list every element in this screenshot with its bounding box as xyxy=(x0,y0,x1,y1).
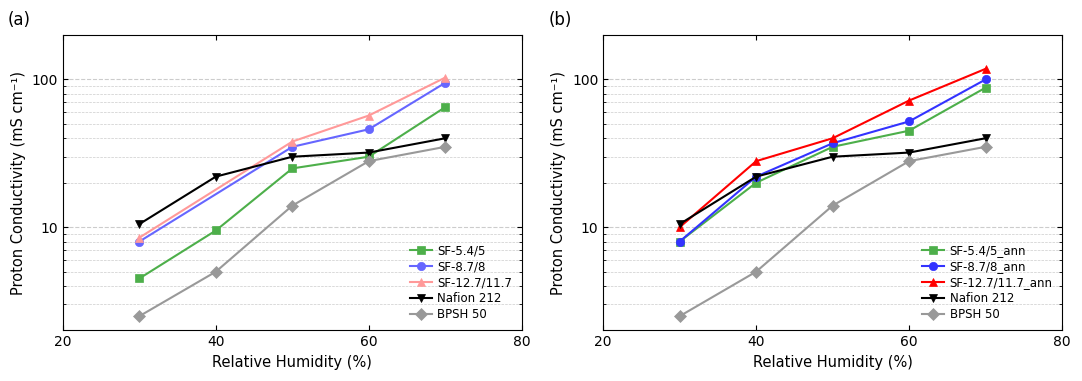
Nafion 212 xyxy=(286,154,299,159)
BPSH 50 xyxy=(979,144,992,149)
Line: Nafion 212: Nafion 212 xyxy=(135,134,449,228)
Line: SF-5.4/5: SF-5.4/5 xyxy=(135,103,449,283)
SF-5.4/5_ann xyxy=(750,181,763,185)
Line: BPSH 50: BPSH 50 xyxy=(135,142,449,320)
Legend: SF-5.4/5, SF-8.7/8, SF-12.7/11.7, Nafion 212, BPSH 50: SF-5.4/5, SF-8.7/8, SF-12.7/11.7, Nafion… xyxy=(407,241,516,325)
SF-12.7/11.7_ann xyxy=(673,225,686,229)
SF-5.4/5 xyxy=(209,228,222,233)
Line: SF-8.7/8: SF-8.7/8 xyxy=(135,78,449,246)
BPSH 50 xyxy=(750,269,763,274)
SF-8.7/8_ann xyxy=(673,239,686,244)
SF-12.7/11.7 xyxy=(286,139,299,144)
Text: (a): (a) xyxy=(8,11,31,29)
Nafion 212 xyxy=(209,174,222,179)
X-axis label: Relative Humidity (%): Relative Humidity (%) xyxy=(753,355,912,370)
SF-8.7/8_ann xyxy=(750,174,763,179)
Line: BPSH 50: BPSH 50 xyxy=(675,142,990,320)
Nafion 212 xyxy=(673,222,686,226)
BPSH 50 xyxy=(133,314,146,319)
SF-5.4/5 xyxy=(133,276,146,281)
Nafion 212 xyxy=(902,150,915,155)
SF-12.7/11.7 xyxy=(362,113,375,118)
Nafion 212 xyxy=(133,222,146,226)
Legend: SF-5.4/5_ann, SF-8.7/8_ann, SF-12.7/11.7_ann, Nafion 212, BPSH 50: SF-5.4/5_ann, SF-8.7/8_ann, SF-12.7/11.7… xyxy=(919,241,1056,325)
Nafion 212 xyxy=(750,174,763,179)
SF-12.7/11.7 xyxy=(439,75,452,80)
SF-5.4/5_ann xyxy=(979,85,992,90)
SF-12.7/11.7_ann xyxy=(827,136,840,141)
Line: SF-8.7/8_ann: SF-8.7/8_ann xyxy=(675,75,990,246)
BPSH 50 xyxy=(902,159,915,163)
BPSH 50 xyxy=(286,203,299,208)
SF-5.4/5_ann xyxy=(673,239,686,244)
Nafion 212 xyxy=(362,150,375,155)
SF-5.4/5_ann xyxy=(902,128,915,133)
X-axis label: Relative Humidity (%): Relative Humidity (%) xyxy=(212,355,372,370)
SF-8.7/8_ann xyxy=(827,141,840,146)
SF-8.7/8 xyxy=(286,144,299,149)
Line: SF-5.4/5_ann: SF-5.4/5_ann xyxy=(675,83,990,246)
BPSH 50 xyxy=(209,269,222,274)
Nafion 212 xyxy=(979,136,992,141)
SF-8.7/8_ann xyxy=(979,77,992,82)
SF-8.7/8_ann xyxy=(902,119,915,124)
SF-8.7/8 xyxy=(133,239,146,244)
Nafion 212 xyxy=(827,154,840,159)
Text: (b): (b) xyxy=(549,11,571,29)
SF-12.7/11.7_ann xyxy=(902,98,915,103)
Line: SF-12.7/11.7: SF-12.7/11.7 xyxy=(135,74,449,242)
SF-12.7/11.7_ann xyxy=(750,159,763,163)
BPSH 50 xyxy=(439,144,452,149)
BPSH 50 xyxy=(673,314,686,319)
SF-12.7/11.7_ann xyxy=(979,67,992,71)
SF-8.7/8 xyxy=(439,80,452,85)
SF-12.7/11.7 xyxy=(133,235,146,240)
SF-5.4/5_ann xyxy=(827,144,840,149)
Nafion 212 xyxy=(439,136,452,141)
Y-axis label: Proton Conductivity (mS cm⁻¹): Proton Conductivity (mS cm⁻¹) xyxy=(552,71,566,295)
SF-5.4/5 xyxy=(439,105,452,109)
Y-axis label: Proton Conductivity (mS cm⁻¹): Proton Conductivity (mS cm⁻¹) xyxy=(11,71,26,295)
Line: SF-12.7/11.7_ann: SF-12.7/11.7_ann xyxy=(675,65,990,231)
BPSH 50 xyxy=(827,203,840,208)
SF-5.4/5 xyxy=(286,166,299,171)
BPSH 50 xyxy=(362,159,375,163)
SF-8.7/8 xyxy=(362,127,375,131)
Line: Nafion 212: Nafion 212 xyxy=(675,134,990,228)
SF-5.4/5 xyxy=(362,154,375,159)
